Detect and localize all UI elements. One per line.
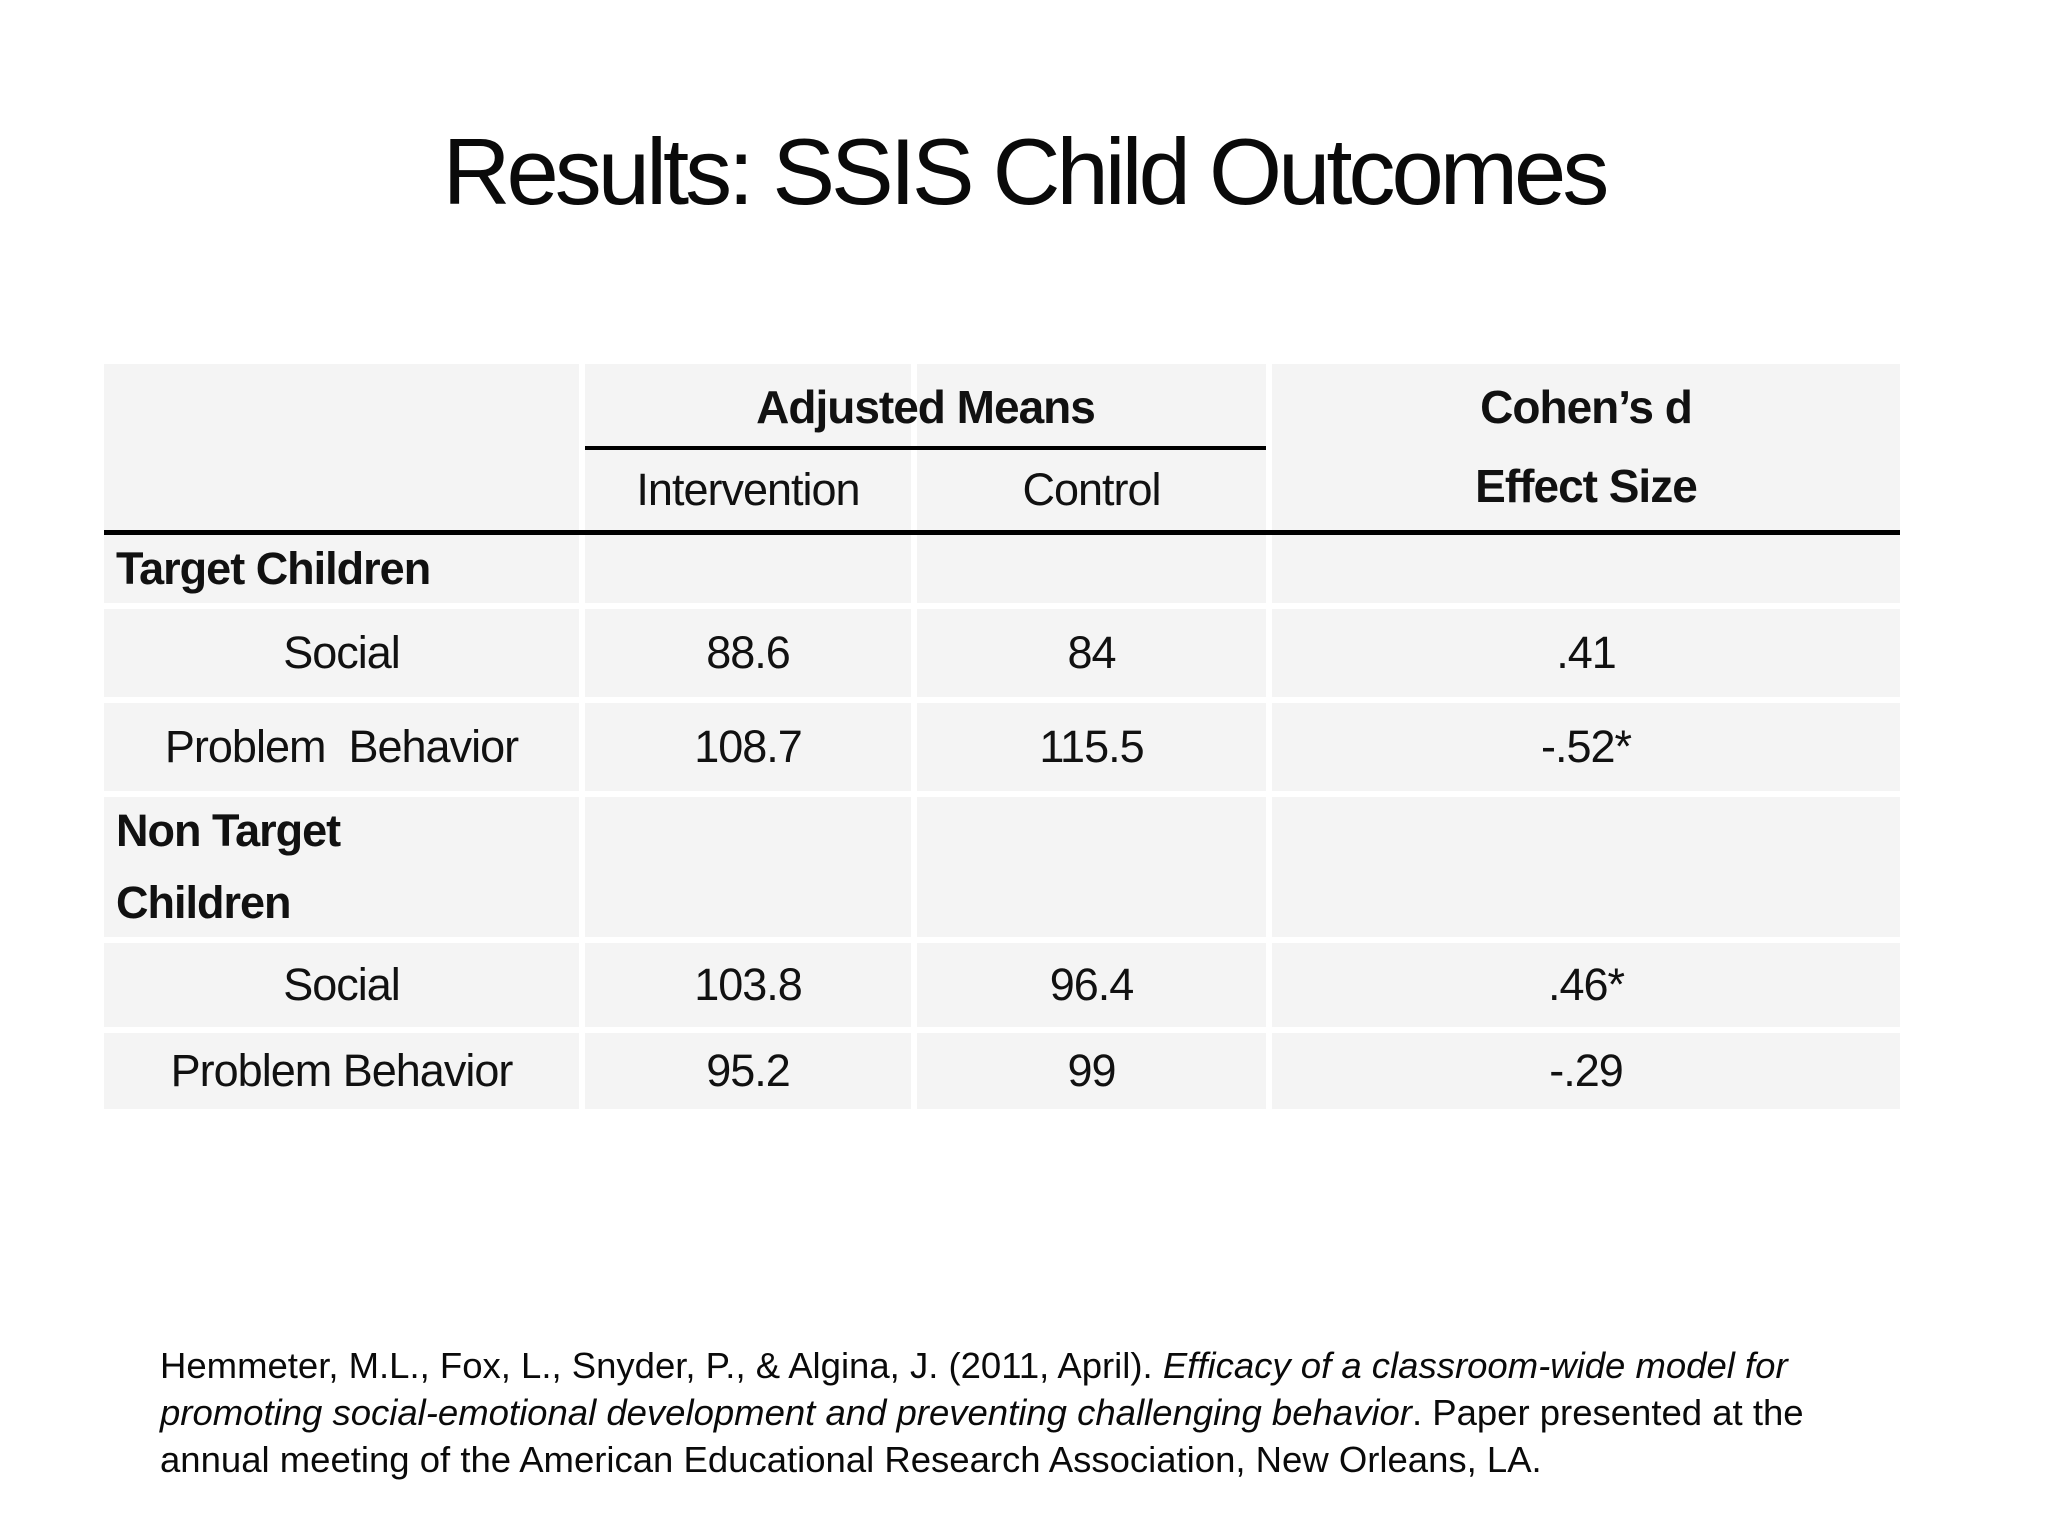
citation-authors: Hemmeter, M.L., Fox, L., Snyder, P., & A… <box>160 1344 1163 1386</box>
citation-venue: . Paper presented at the annual meeting … <box>160 1391 1804 1481</box>
header-divider-line <box>104 530 1900 535</box>
slide-title: Results: SSIS Child Outcomes <box>442 119 1610 224</box>
adjusted-means-header: Adjusted Means <box>585 364 1266 450</box>
intervention-value: 103.8 <box>585 943 911 1033</box>
results-table: Adjusted Means Cohen’s d Effect Size Int… <box>104 364 1900 1109</box>
citation: Hemmeter, M.L., Fox, L., Snyder, P., & A… <box>160 1342 1825 1484</box>
effect-size-value: -.29 <box>1272 1033 1900 1109</box>
intervention-value: 88.6 <box>585 609 911 703</box>
control-value: 84 <box>917 609 1266 703</box>
control-value: 96.4 <box>917 943 1266 1033</box>
control-value: 99 <box>917 1033 1266 1109</box>
empty-cell <box>917 797 1266 943</box>
cohens-d-line1: Cohen’s d <box>1480 380 1693 433</box>
row-label-problem-behavior: Problem Behavior <box>104 1033 579 1109</box>
effect-size-value: .41 <box>1272 609 1900 703</box>
effect-size-value: -.52* <box>1272 703 1900 797</box>
row-label-problem-behavior: Problem Behavior <box>104 703 579 797</box>
empty-cell <box>1272 797 1900 943</box>
row-label-non-target-children: Non Target Children <box>104 797 579 943</box>
citation-paper-title: Efficacy of a classroom-wide model for p… <box>160 1344 1788 1433</box>
effect-size-value: .46* <box>1272 943 1900 1033</box>
row-label-social: Social <box>104 609 579 703</box>
intervention-column-header: Intervention <box>585 450 911 530</box>
row-label-social: Social <box>104 943 579 1033</box>
cohens-d-header: Cohen’s d Effect Size <box>1272 364 1900 530</box>
control-value: 115.5 <box>917 703 1266 797</box>
intervention-value: 95.2 <box>585 1033 911 1109</box>
table-corner-cell <box>104 364 579 530</box>
control-column-header: Control <box>917 450 1266 530</box>
intervention-value: 108.7 <box>585 703 911 797</box>
empty-cell <box>1272 535 1900 609</box>
row-label-target-children: Target Children <box>104 535 579 609</box>
empty-cell <box>585 797 911 943</box>
empty-cell <box>917 535 1266 609</box>
cohens-d-line2: Effect Size <box>1475 460 1698 512</box>
empty-cell <box>585 535 911 609</box>
